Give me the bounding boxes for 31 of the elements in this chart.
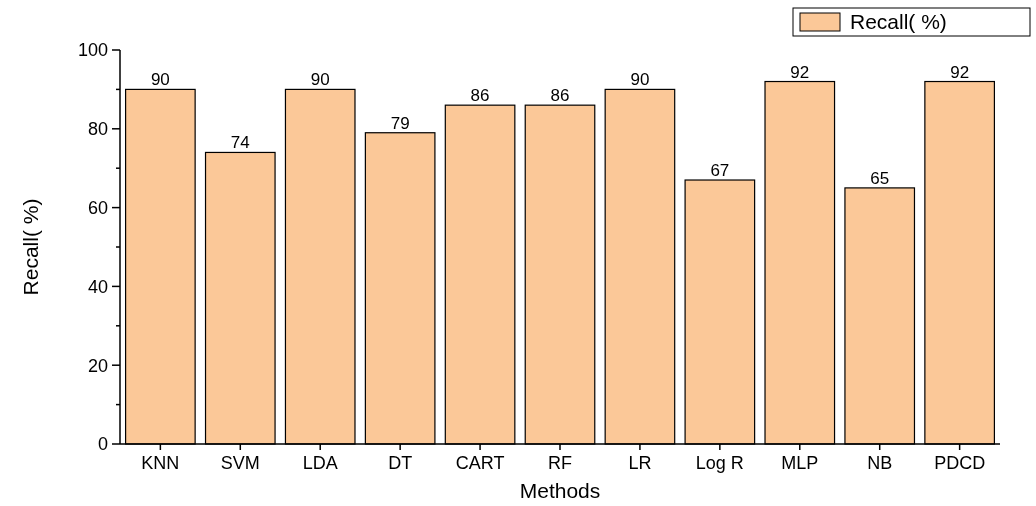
y-tick-label: 60 (87, 197, 108, 218)
data-label: 92 (790, 62, 810, 82)
x-tick-label: PDCD (934, 453, 986, 473)
x-tick-label: MLP (781, 453, 819, 473)
data-label: 86 (550, 86, 570, 106)
x-tick-label: NB (867, 453, 893, 473)
legend-label: Recall( %) (850, 10, 947, 34)
x-axis-title: Methods (519, 479, 601, 502)
y-tick-label: 80 (87, 119, 108, 140)
data-label: 90 (310, 70, 330, 90)
x-tick-label: DT (388, 453, 413, 473)
x-tick-label: RF (548, 453, 572, 473)
data-label: 86 (470, 86, 490, 106)
data-label: 90 (630, 70, 650, 90)
x-tick-label: Log R (695, 453, 744, 473)
y-tick-label: 0 (97, 434, 108, 455)
x-tick-label: SVM (220, 453, 260, 473)
x-tick-label: LDA (302, 453, 338, 473)
y-axis-title: Recall( %) (19, 198, 42, 296)
x-tick-label: LR (628, 453, 652, 473)
data-label: 79 (390, 113, 410, 133)
y-tick-label: 20 (87, 355, 108, 376)
data-label: 67 (710, 161, 730, 181)
x-tick-label: KNN (141, 453, 180, 473)
y-tick-label: 40 (87, 276, 108, 297)
x-tick-label: CART (455, 453, 505, 473)
data-label: 65 (870, 168, 890, 188)
data-label: 90 (150, 70, 170, 90)
data-label: 92 (950, 62, 970, 82)
data-label: 74 (230, 133, 250, 153)
y-tick-label: 100 (77, 40, 108, 61)
